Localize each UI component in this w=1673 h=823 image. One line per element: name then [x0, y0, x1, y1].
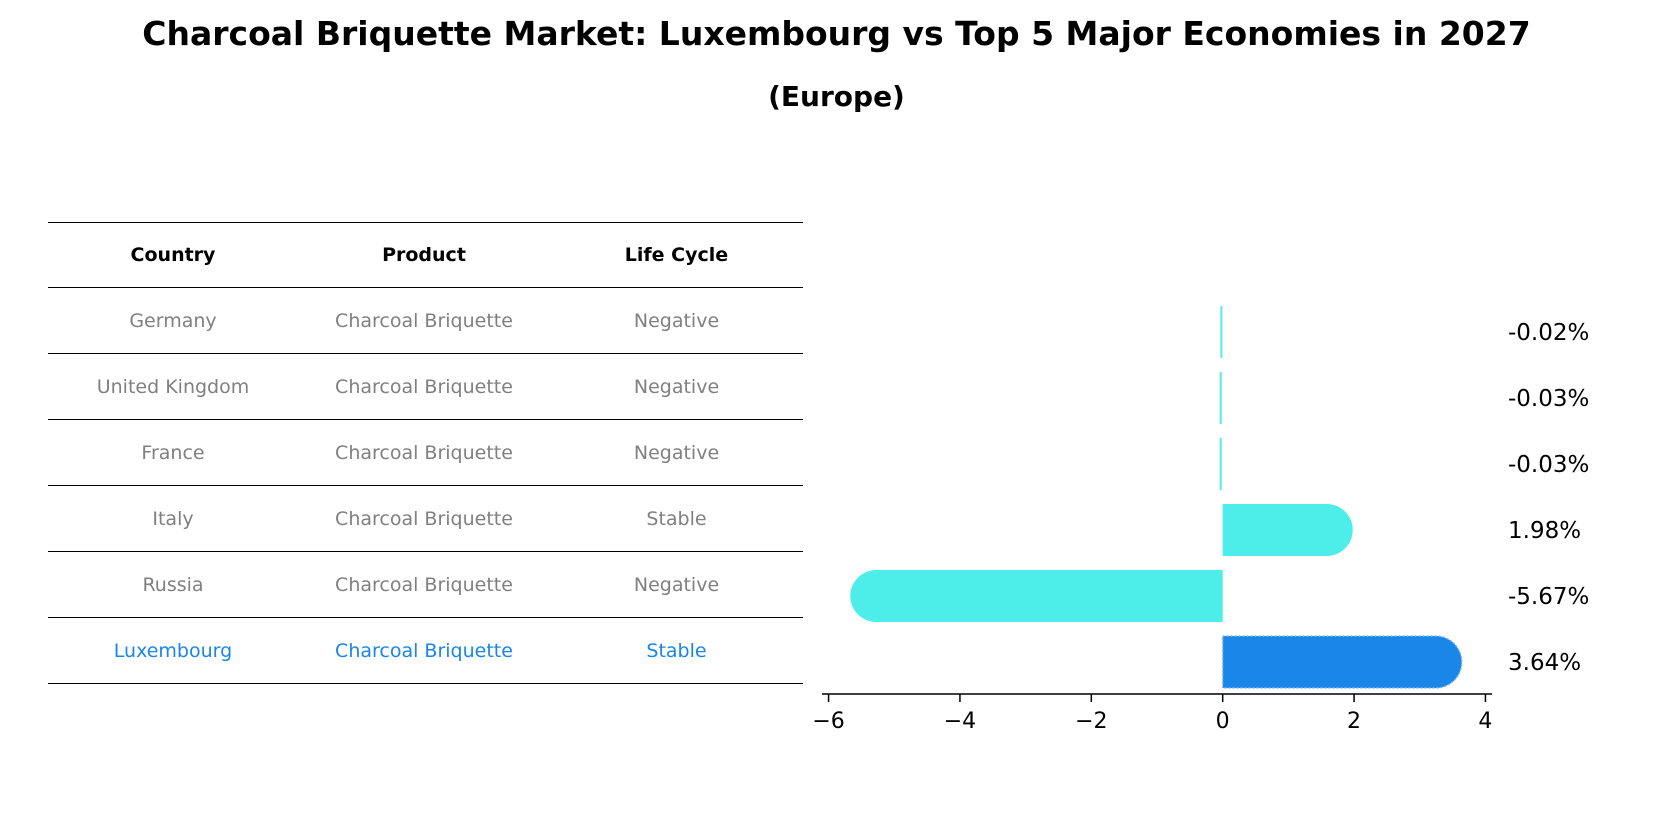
- cell-life-cycle: Stable: [646, 639, 707, 662]
- cell-product: Charcoal Briquette: [335, 639, 513, 662]
- cell-product: Charcoal Briquette: [335, 507, 513, 530]
- table-header-row: Country Product Life Cycle: [48, 222, 803, 288]
- value-label: -5.67%: [1508, 584, 1589, 610]
- bar: [1220, 306, 1223, 358]
- chart-title: Charcoal Briquette Market: Luxembourg vs…: [142, 14, 1531, 53]
- cell-country: Italy: [152, 507, 194, 530]
- cell-country: Russia: [142, 573, 204, 596]
- cell-product: Charcoal Briquette: [335, 375, 513, 398]
- value-label: -0.03%: [1508, 452, 1589, 478]
- value-label: 1.98%: [1508, 518, 1581, 544]
- cell-country: Luxembourg: [113, 639, 233, 662]
- cell-life-cycle: Stable: [646, 507, 707, 530]
- chart-subtitle: (Europe): [768, 80, 905, 113]
- header-country: Country: [130, 244, 216, 266]
- header-life-cycle: Life Cycle: [624, 244, 729, 266]
- table-row: France Charcoal Briquette Negative: [48, 420, 803, 486]
- x-tick-label: −6: [812, 709, 844, 734]
- table-row: United Kingdom Charcoal Briquette Negati…: [48, 354, 803, 420]
- value-label: -0.02%: [1508, 320, 1589, 346]
- cell-life-cycle: Negative: [633, 573, 720, 596]
- cell-life-cycle: Negative: [633, 375, 720, 398]
- cell-product: Charcoal Briquette: [335, 441, 513, 464]
- x-tick-label: −4: [944, 709, 976, 734]
- x-tick-label: 0: [1216, 709, 1230, 734]
- x-tick-label: −2: [1075, 709, 1107, 734]
- cell-country: France: [141, 441, 205, 464]
- bar-highlighted: [1221, 635, 1463, 689]
- cell-country: Germany: [129, 309, 217, 332]
- x-tick-label: 2: [1347, 709, 1361, 734]
- bar: [1222, 504, 1353, 556]
- bar: [850, 570, 1223, 622]
- cell-life-cycle: Negative: [633, 309, 720, 332]
- header-product: Product: [382, 244, 466, 266]
- value-label: -0.03%: [1508, 386, 1589, 412]
- cell-country: United Kingdom: [96, 375, 250, 398]
- value-label: 3.64%: [1508, 650, 1581, 676]
- comparison-table: Country Product Life Cycle Germany Charc…: [48, 222, 803, 684]
- bar: [1219, 372, 1222, 424]
- cell-product: Charcoal Briquette: [335, 309, 513, 332]
- cell-life-cycle: Negative: [633, 441, 720, 464]
- table-row: Russia Charcoal Briquette Negative: [48, 552, 803, 618]
- table-row: Germany Charcoal Briquette Negative: [48, 288, 803, 354]
- table-row-highlighted: Luxembourg Charcoal Briquette Stable: [48, 618, 803, 684]
- table-row: Italy Charcoal Briquette Stable: [48, 486, 803, 552]
- x-tick-label: 4: [1478, 709, 1492, 734]
- cell-product: Charcoal Briquette: [335, 573, 513, 596]
- bar: [1219, 438, 1222, 490]
